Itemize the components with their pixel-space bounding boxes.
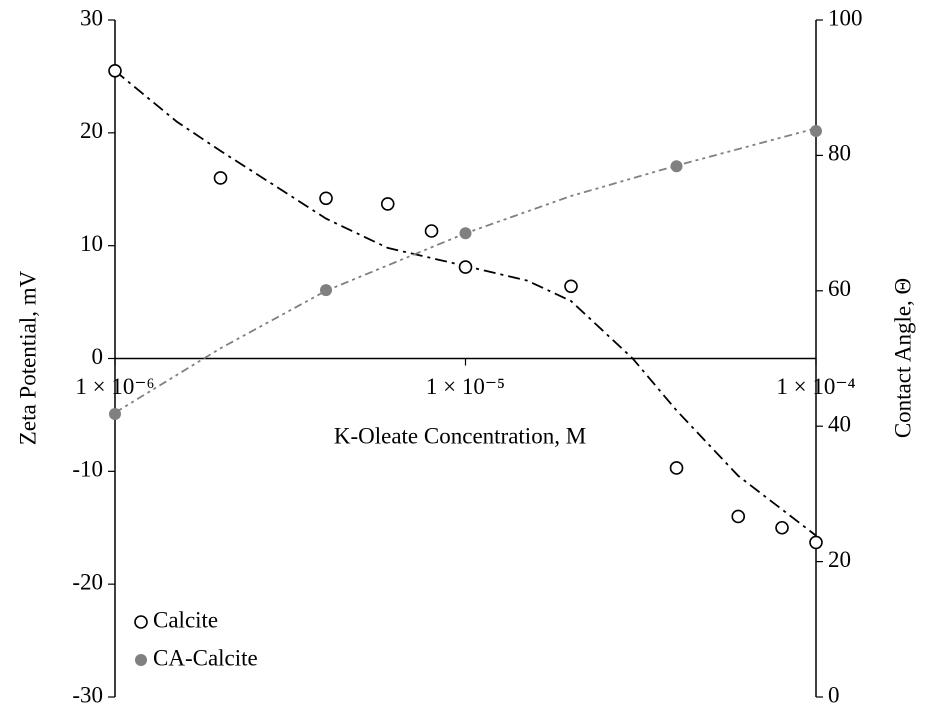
legend-marker xyxy=(135,654,147,666)
data-point xyxy=(109,408,121,421)
y-tick-label: 30 xyxy=(80,5,103,30)
y2-tick-label: 20 xyxy=(828,547,851,572)
y-tick-label: -30 xyxy=(72,682,103,707)
y-tick-label: 20 xyxy=(80,118,103,143)
legend-label: Calcite xyxy=(153,607,218,632)
data-point xyxy=(731,509,746,524)
y2-tick-label: 40 xyxy=(828,411,851,436)
data-point xyxy=(669,461,684,475)
data-point xyxy=(319,191,333,206)
data-point xyxy=(459,227,472,240)
data-point xyxy=(108,63,122,78)
legend-marker xyxy=(134,615,148,629)
y2-tick-label: 0 xyxy=(828,682,840,707)
y2-tick-label: 80 xyxy=(828,141,851,166)
y2-axis-title: Contact Angle, Θ xyxy=(890,278,915,438)
y-tick-label: 10 xyxy=(80,231,103,256)
data-point xyxy=(380,197,395,211)
data-point xyxy=(320,284,333,297)
x-tick-label: 1 × 10⁻⁵ xyxy=(426,374,505,399)
data-point xyxy=(775,520,789,535)
data-point xyxy=(424,224,439,238)
legend-label: CA-Calcite xyxy=(153,645,258,670)
data-point xyxy=(810,125,822,138)
x-tick-label: 1 × 10⁻⁶ xyxy=(75,374,154,399)
x-axis-title: K-Oleate Concentration, M xyxy=(334,423,586,448)
x-tick-label: 1 × 10⁻⁴ xyxy=(776,374,855,399)
y2-tick-label: 100 xyxy=(828,5,863,30)
y-tick-label: 0 xyxy=(92,344,104,369)
y-tick-label: -20 xyxy=(72,569,103,594)
data-point xyxy=(213,171,228,185)
y2-tick-label: 60 xyxy=(828,276,851,301)
data-point xyxy=(458,260,473,274)
data-point xyxy=(809,535,823,550)
data-point xyxy=(564,279,578,294)
y-tick-label: -10 xyxy=(72,457,103,482)
y-axis-title: Zeta Potential, mV xyxy=(15,270,40,445)
data-point xyxy=(670,160,683,173)
trendline xyxy=(114,70,817,537)
